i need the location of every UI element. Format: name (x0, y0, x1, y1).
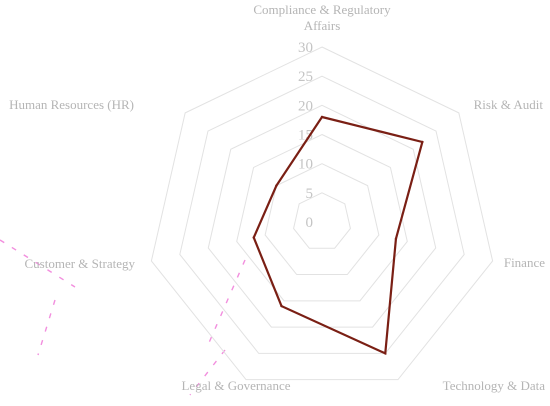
series-point (384, 352, 387, 355)
tick-label: 15 (298, 128, 313, 144)
series-point (320, 115, 324, 119)
grid-ring (179, 75, 465, 354)
category-label: Risk & Audit (474, 97, 544, 112)
category-label-line: Affairs (304, 18, 341, 33)
category-label-line: Human Resources (HR) (9, 97, 134, 112)
series-point (421, 140, 424, 144)
category-label-line: Legal & Governance (181, 378, 290, 393)
category-label: Human Resources (HR) (9, 97, 134, 112)
category-label-line: Technology & Data (443, 378, 546, 393)
series-point (280, 304, 283, 308)
category-label: Technology & Data (443, 378, 546, 393)
category-label: Legal & Governance (181, 378, 290, 393)
category-label-line: Risk & Audit (474, 97, 544, 112)
category-label: Finance (504, 255, 545, 270)
grid-ring (264, 163, 380, 276)
tick-label: 30 (298, 40, 313, 56)
category-label-line: Finance (504, 255, 545, 270)
category-label: Compliance & Regulatory Affairs (253, 2, 391, 33)
series-line (252, 115, 424, 356)
grid-ring (236, 133, 408, 302)
series-layer (252, 115, 424, 356)
tick-label: 20 (298, 98, 313, 114)
series-point (275, 184, 278, 187)
series-point (252, 236, 255, 239)
tick-label: 5 (306, 186, 314, 202)
tick-label: 10 (298, 157, 313, 173)
category-labels: Compliance & Regulatory Affairs Risk & Aud… (9, 2, 545, 393)
category-label-line: Customer & Strategy (25, 256, 136, 271)
tick-label: 0 (306, 215, 314, 231)
grid-ring (293, 192, 351, 249)
radar-grid (150, 46, 494, 381)
series-point (394, 237, 398, 241)
category-label: Customer & Strategy (25, 256, 136, 271)
tick-label: 25 (298, 69, 313, 85)
radial-ticks: 0 5 10 15 20 25 30 (298, 40, 313, 231)
category-label-line: Compliance & Regulatory (253, 2, 391, 17)
decorative-artifacts (0, 239, 246, 396)
grid-ring (150, 46, 494, 381)
